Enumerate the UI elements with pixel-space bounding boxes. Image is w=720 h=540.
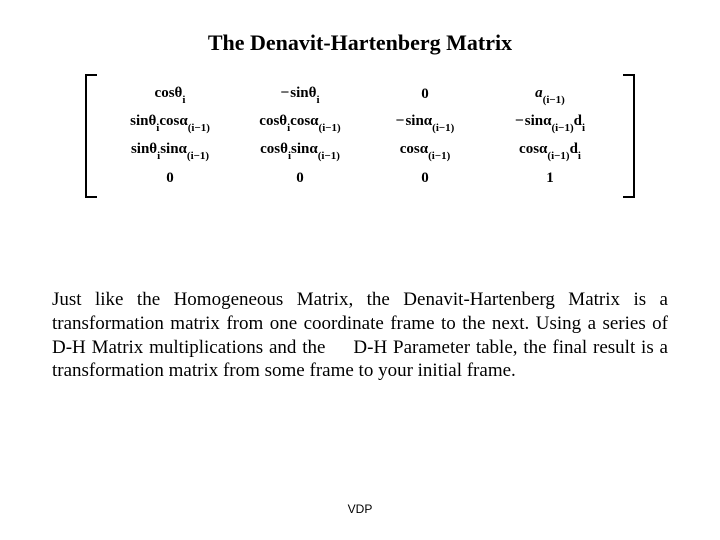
m-4-2: 0: [235, 170, 365, 187]
m-3-3: cosα(i−1): [365, 141, 485, 160]
m-2-1: sinθicosα(i−1): [105, 113, 235, 132]
m-1-4: a(i−1): [485, 85, 615, 104]
matrix-body: cosθi −sinθi 0 a(i−1) sinθicosα(i−1) cos…: [97, 74, 623, 198]
m-4-1: 0: [105, 170, 235, 187]
m-1-2: −sinθi: [235, 84, 365, 104]
page-title: The Denavit-Hartenberg Matrix: [50, 30, 670, 56]
m-1-1: cosθi: [105, 85, 235, 104]
m-2-3: −sinα(i−1): [365, 112, 485, 132]
m-1-3: 0: [365, 86, 485, 103]
m-3-2: cosθisinα(i−1): [235, 141, 365, 160]
m-2-4: −sinα(i−1)di: [485, 112, 615, 132]
m-3-1: sinθisinα(i−1): [105, 141, 235, 160]
m-4-4: 1: [485, 170, 615, 187]
m-2-2: cosθicosα(i−1): [235, 113, 365, 132]
matrix-right-bracket: [623, 74, 635, 198]
m-4-3: 0: [365, 170, 485, 187]
matrix-left-bracket: [85, 74, 97, 198]
footer-label: VDP: [0, 502, 720, 516]
dh-matrix: cosθi −sinθi 0 a(i−1) sinθicosα(i−1) cos…: [50, 74, 670, 198]
m-3-4: cosα(i−1)di: [485, 141, 615, 160]
body-paragraph: Just like the Homogeneous Matrix, the De…: [52, 288, 668, 383]
